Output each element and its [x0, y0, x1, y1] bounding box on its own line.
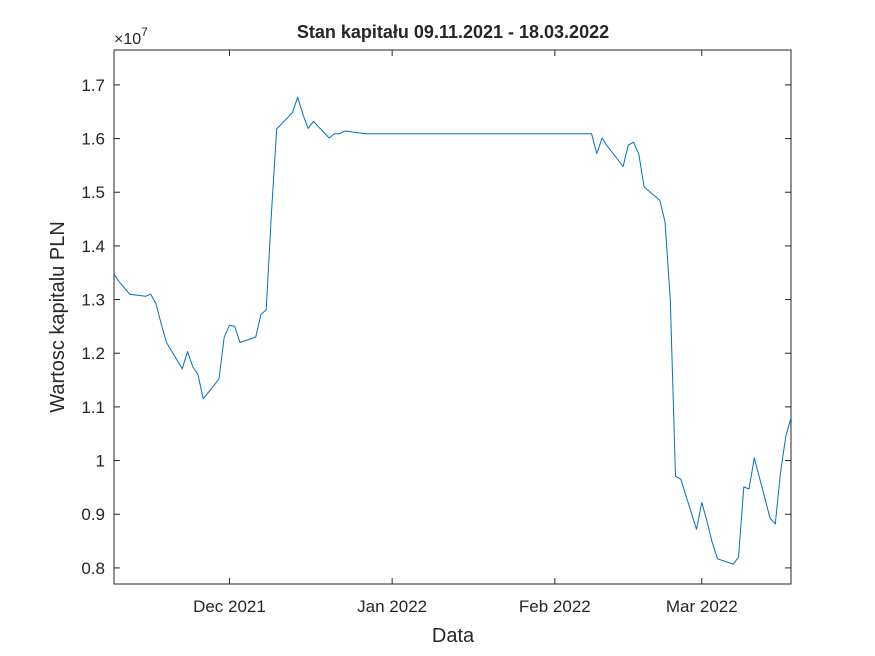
chart-title: Stan kapitału 09.11.2021 - 18.03.2022 [297, 22, 609, 42]
x-tick-label: Jan 2022 [357, 597, 427, 616]
y-tick-label: 1.7 [81, 76, 105, 95]
y-exponent-power: 7 [141, 25, 148, 39]
y-exponent-label: ×107 [114, 25, 148, 48]
x-tick-label: Dec 2021 [193, 597, 266, 616]
y-axis-label: Wartosc kapitalu PLN [47, 221, 69, 413]
y-tick-label: 1.1 [81, 398, 105, 417]
y-tick-label: 1.2 [81, 344, 105, 363]
y-tick-label: 0.8 [81, 559, 105, 578]
x-tick-label: Feb 2022 [519, 597, 591, 616]
y-tick-label: 1.4 [81, 237, 105, 256]
y-tick-label: 1.3 [81, 291, 105, 310]
y-tick-label: 1.5 [81, 183, 105, 202]
x-tick-label: Mar 2022 [666, 597, 738, 616]
y-axis: 0.8 0.9 1 1.1 1.2 1.3 1.4 1.5 1.6 1.7 [81, 76, 791, 578]
x-axis: Dec 2021 Jan 2022 Feb 2022 Mar 2022 [193, 50, 738, 616]
series-layer [113, 96, 792, 565]
y-tick-label: 0.9 [81, 505, 105, 524]
y-exponent-base: ×10 [114, 31, 141, 48]
series-line [113, 96, 792, 565]
x-axis-label: Data [432, 625, 475, 647]
plot-area [113, 49, 792, 585]
y-tick-label: 1 [96, 452, 105, 471]
y-tick-label: 1.6 [81, 130, 105, 149]
